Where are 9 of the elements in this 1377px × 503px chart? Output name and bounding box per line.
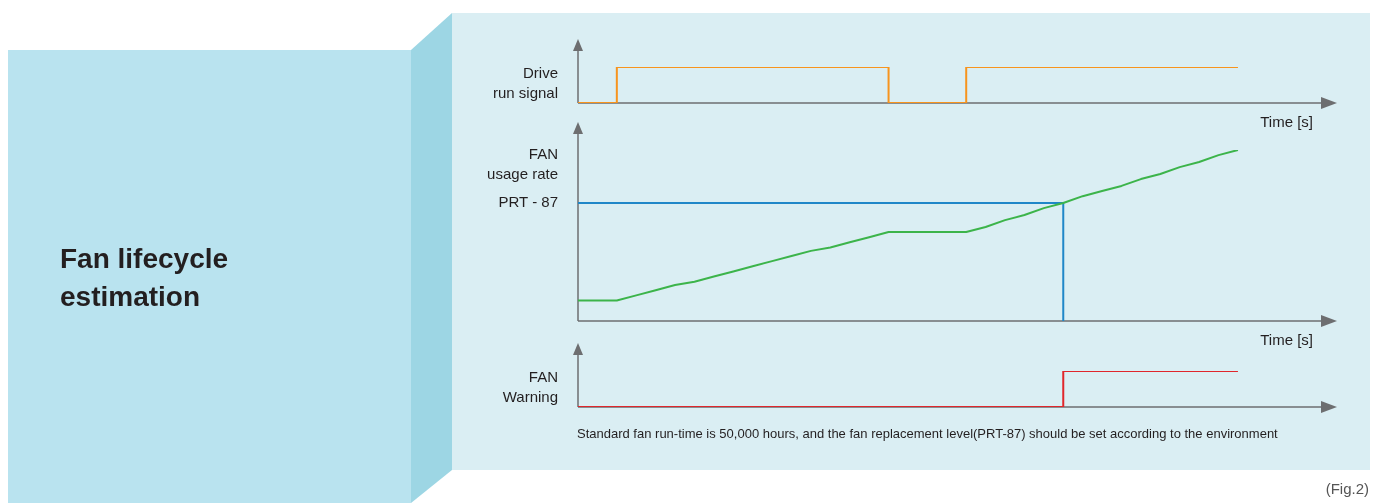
series-label: PRT - 87	[498, 193, 558, 211]
x-axis-title: Time [s]	[1260, 113, 1313, 131]
text: (Fig.2)	[1325, 480, 1369, 497]
text: Fan lifecycle estimation	[60, 242, 230, 314]
y-axis-title: FAN usage rate	[487, 143, 558, 184]
x-axis-title: Time [s]	[1260, 331, 1313, 349]
y-axis-title: FAN Warning	[502, 367, 558, 407]
y-axis-title: Drive run signal	[492, 63, 558, 103]
text: Standard fan run-time is 50,000 hours, and the fan replacement level(PRT-87) should be set according to the environment	[577, 426, 1278, 441]
